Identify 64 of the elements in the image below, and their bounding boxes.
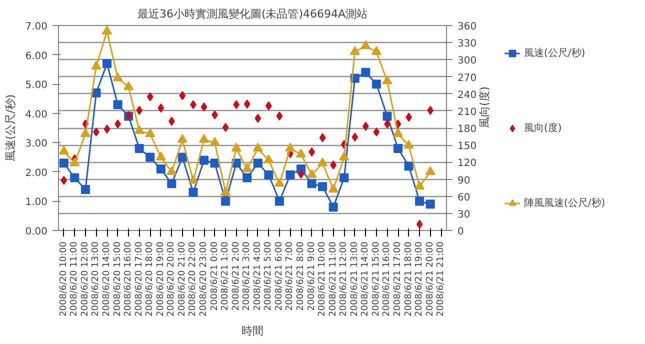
x-tick-label: 2008/6/20 20:00 [166, 241, 177, 316]
legend-label: 陣風風速(公尺/秒) [524, 196, 606, 210]
x-tick-label: 2008/6/21 10:00 [318, 241, 328, 316]
x-tick-label: 2008/6/21 8:00 [296, 241, 306, 311]
x-tick-label: 2008/6/20 17:00 [134, 241, 144, 316]
x-tick-label: 2008/6/21 20:00 [425, 241, 436, 316]
x-tick-label: 2008/6/21 12:00 [339, 241, 350, 316]
x-tick-label: 2008/6/20 22:00 [188, 241, 198, 316]
x-tick-label: 2008/6/21 0:00 [210, 241, 220, 311]
x-tick-label: 2008/6/20 19:00 [156, 241, 166, 316]
x-tick-label: 2008/6/21 21:00 [436, 241, 446, 316]
legend-label: 風速(公尺/秒) [524, 46, 586, 60]
y-tick-label: 2.00 [25, 168, 48, 179]
x-tick-label: 2008/6/21 18:00 [404, 241, 414, 316]
y2-tick-label: 270 [458, 72, 477, 84]
x-tick-label: 2008/6/21 1:00 [220, 241, 231, 311]
y-tick-label: 6.00 [25, 50, 48, 62]
x-tick-label: 2008/6/20 23:00 [199, 241, 209, 316]
x-tick-label: 2008/6/21 5:00 [264, 241, 274, 311]
x-tick-label: 2008/6/21 2:00 [231, 241, 242, 311]
y2-tick-label: 120 [458, 158, 477, 170]
y2-tick-label: 240 [458, 90, 477, 101]
x-tick-label: 2008/6/21 7:00 [285, 241, 296, 311]
x-tick-label: 2008/6/21 15:00 [371, 241, 382, 316]
y2-tick-label: 60 [458, 192, 470, 204]
x-tick-label: 2008/6/20 14:00 [102, 241, 112, 316]
x-tick-label: 2008/6/20 18:00 [145, 241, 156, 316]
chart-title: 最近36小時實測風變化圖(未品管)46694A測站 [137, 8, 368, 20]
x-tick-label: 2008/6/20 13:00 [91, 241, 102, 316]
x-tick-label: 2008/6/20 15:00 [112, 241, 123, 316]
y2-tick-label: 150 [458, 141, 477, 152]
y2-tick-label: 90 [458, 175, 470, 186]
y-tick-label: 4.00 [25, 109, 48, 120]
x-tick-label: 2008/6/21 19:00 [414, 241, 425, 316]
x-tick-label: 2008/6/21 9:00 [306, 241, 317, 311]
x-tick-label: 2008/6/21 3:00 [242, 241, 252, 311]
x-tick-label: 2008/6/21 6:00 [274, 241, 284, 311]
x-tick-label: 2008/6/20 21:00 [177, 241, 188, 316]
x-tick-label: 2008/6/21 14:00 [360, 241, 371, 316]
x-tick-label: 2008/6/20 11:00 [70, 241, 80, 316]
y2-tick-label: 330 [458, 38, 477, 50]
y-axis-title: 風速(公尺/秒) [4, 94, 18, 162]
y-tick-label: 0.00 [25, 226, 48, 238]
y2-tick-label: 0 [458, 226, 464, 238]
y-tick-label: 7.00 [25, 22, 48, 32]
y2-tick-label: 300 [458, 56, 477, 67]
y-tick-label: 3.00 [25, 138, 48, 150]
y2-axis-title: 風向(度) [478, 86, 492, 128]
x-tick-label: 2008/6/20 10:00 [58, 241, 69, 316]
x-tick-label: 2008/6/21 16:00 [382, 241, 392, 316]
x-tick-label: 2008/6/21 11:00 [328, 241, 338, 316]
y2-tick-label: 180 [458, 124, 477, 135]
legend-label: 風向(度) [524, 122, 562, 134]
y-tick-label: 1.00 [25, 197, 48, 208]
x-tick-label: 2008/6/21 13:00 [350, 241, 360, 316]
x-tick-label: 2008/6/21 4:00 [252, 241, 263, 311]
x-tick-label: 2008/6/20 16:00 [124, 241, 134, 316]
y2-tick-label: 360 [458, 22, 477, 32]
y2-tick-label: 30 [458, 209, 470, 220]
x-tick-label: 2008/6/21 17:00 [393, 241, 403, 316]
y2-tick-label: 210 [458, 106, 477, 118]
x-tick-label: 2008/6/20 12:00 [80, 241, 90, 316]
y-tick-label: 5.00 [25, 80, 48, 92]
x-axis-title: 時間 [242, 324, 264, 338]
